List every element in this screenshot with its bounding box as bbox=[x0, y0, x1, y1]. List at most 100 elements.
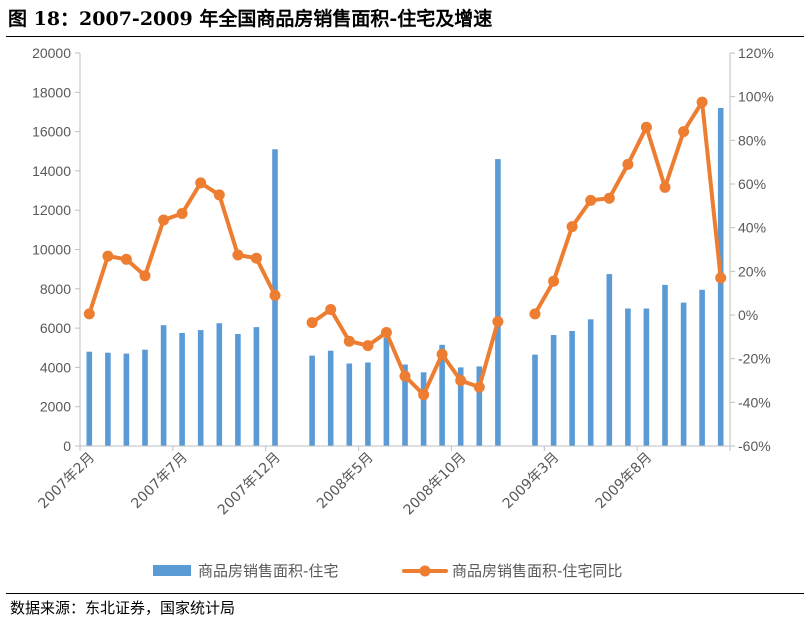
line-point bbox=[418, 389, 430, 401]
line-point bbox=[399, 370, 411, 382]
x-tick-label: 2008年5月 bbox=[314, 450, 377, 513]
line-point bbox=[529, 308, 541, 320]
line-point bbox=[585, 194, 597, 206]
line-point bbox=[343, 335, 355, 347]
bar bbox=[105, 352, 111, 446]
bar bbox=[457, 367, 464, 446]
bar bbox=[680, 302, 687, 446]
line-point bbox=[380, 327, 392, 338]
bar bbox=[365, 362, 371, 446]
bar bbox=[569, 331, 575, 446]
line-path bbox=[533, 100, 723, 316]
bar bbox=[643, 308, 650, 446]
right-tick-label: 40% bbox=[738, 220, 766, 236]
line-point bbox=[640, 121, 652, 133]
line-point bbox=[566, 221, 578, 233]
bar bbox=[476, 366, 483, 446]
legend-line-marker bbox=[419, 565, 431, 577]
source-rule bbox=[6, 593, 804, 594]
bar bbox=[550, 335, 557, 446]
legend-bar-label: 商品房销售面积-住宅 bbox=[198, 562, 338, 580]
legend-line-label: 商品房销售面积-住宅同比 bbox=[452, 562, 622, 580]
left-tick-label: 2000 bbox=[40, 399, 71, 415]
line-point bbox=[659, 181, 671, 193]
line-point bbox=[195, 177, 207, 189]
left-tick-label: 4000 bbox=[40, 359, 71, 375]
line-point bbox=[120, 253, 132, 265]
bar bbox=[606, 274, 613, 446]
line-point bbox=[678, 126, 690, 138]
line-point bbox=[715, 272, 727, 284]
right-tick-label: 100% bbox=[738, 89, 774, 105]
right-tick-label: -60% bbox=[738, 438, 771, 454]
right-tick-label: 20% bbox=[738, 263, 766, 279]
bar bbox=[235, 334, 241, 446]
left-tick-label: 0 bbox=[63, 438, 71, 454]
bar bbox=[327, 350, 334, 446]
bar bbox=[495, 159, 501, 446]
bar bbox=[142, 349, 148, 446]
left-tick-label: 8000 bbox=[40, 281, 71, 297]
bar bbox=[309, 355, 315, 446]
bar bbox=[402, 364, 408, 446]
line-point bbox=[436, 348, 448, 360]
bar bbox=[532, 354, 538, 446]
left-tick-label: 16000 bbox=[32, 124, 71, 140]
line-series bbox=[83, 96, 727, 401]
line-point bbox=[473, 381, 485, 393]
bar bbox=[439, 344, 445, 446]
chart-legend[interactable]: 商品房销售面积-住宅 商品房销售面积-住宅同比 bbox=[153, 562, 622, 580]
x-tick-label: 2007年12月 bbox=[215, 450, 284, 519]
left-tick-label: 12000 bbox=[32, 202, 71, 218]
line-point bbox=[102, 250, 114, 262]
line-point bbox=[232, 249, 244, 261]
bar bbox=[216, 323, 223, 446]
left-tick-label: 10000 bbox=[32, 242, 71, 258]
line-point bbox=[306, 317, 318, 329]
combo-chart: 0 2000 4000 6000 8000 10000 12000 14000 16000 180… bbox=[32, 45, 774, 580]
line-point bbox=[548, 275, 560, 287]
line-point bbox=[696, 96, 708, 108]
right-tick-label: 60% bbox=[738, 176, 766, 192]
line-path bbox=[87, 180, 277, 316]
line-point bbox=[139, 270, 151, 282]
line-point bbox=[325, 304, 337, 315]
line-point bbox=[455, 375, 467, 386]
line-point bbox=[176, 208, 188, 219]
line-point bbox=[603, 192, 615, 204]
bar bbox=[587, 319, 594, 446]
tick-labels: 0 2000 4000 6000 8000 10000 12000 14000 16000 180… bbox=[32, 45, 774, 518]
line-point bbox=[250, 252, 262, 264]
line-point bbox=[158, 214, 170, 226]
bar bbox=[86, 351, 93, 446]
bar bbox=[420, 372, 427, 446]
figure-source: 数据来源：东北证券，国家统计局 bbox=[10, 599, 236, 617]
bar bbox=[123, 353, 130, 446]
title-rule bbox=[6, 36, 804, 37]
left-tick-label: 14000 bbox=[32, 163, 71, 179]
chart-axes bbox=[75, 52, 735, 451]
left-tick-label: 18000 bbox=[32, 84, 71, 100]
right-tick-label: 120% bbox=[738, 45, 774, 61]
legend-bar-swatch bbox=[153, 565, 191, 576]
line-point bbox=[492, 316, 504, 328]
bar bbox=[197, 330, 204, 446]
x-tick-label: 2009年3月 bbox=[500, 450, 563, 513]
bar bbox=[160, 325, 167, 446]
bar bbox=[625, 308, 631, 446]
right-tick-label: 80% bbox=[738, 132, 766, 148]
line-point bbox=[362, 340, 374, 352]
x-tick-label: 2007年7月 bbox=[128, 450, 191, 513]
x-tick-label: 2008年10月 bbox=[401, 450, 470, 519]
x-tick-label: 2007年2月 bbox=[36, 450, 99, 513]
left-tick-label: 6000 bbox=[40, 320, 71, 336]
x-tick-label: 2009年8月 bbox=[593, 450, 656, 513]
bar bbox=[179, 333, 185, 446]
bar bbox=[699, 289, 705, 446]
bar bbox=[346, 363, 353, 446]
line-point bbox=[83, 308, 95, 320]
right-tick-label: 0% bbox=[738, 307, 758, 323]
line-point bbox=[269, 289, 281, 301]
line-point bbox=[213, 189, 225, 201]
bar bbox=[253, 327, 260, 446]
